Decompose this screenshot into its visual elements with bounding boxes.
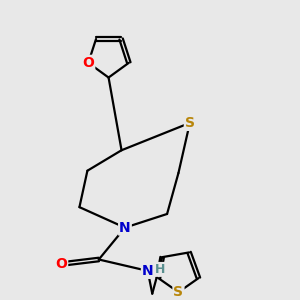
Text: H: H — [155, 263, 165, 276]
Text: N: N — [119, 220, 131, 235]
Text: S: S — [173, 285, 184, 299]
Text: S: S — [185, 116, 195, 130]
Text: N: N — [142, 264, 154, 278]
Text: O: O — [55, 257, 67, 271]
Text: O: O — [82, 56, 94, 70]
